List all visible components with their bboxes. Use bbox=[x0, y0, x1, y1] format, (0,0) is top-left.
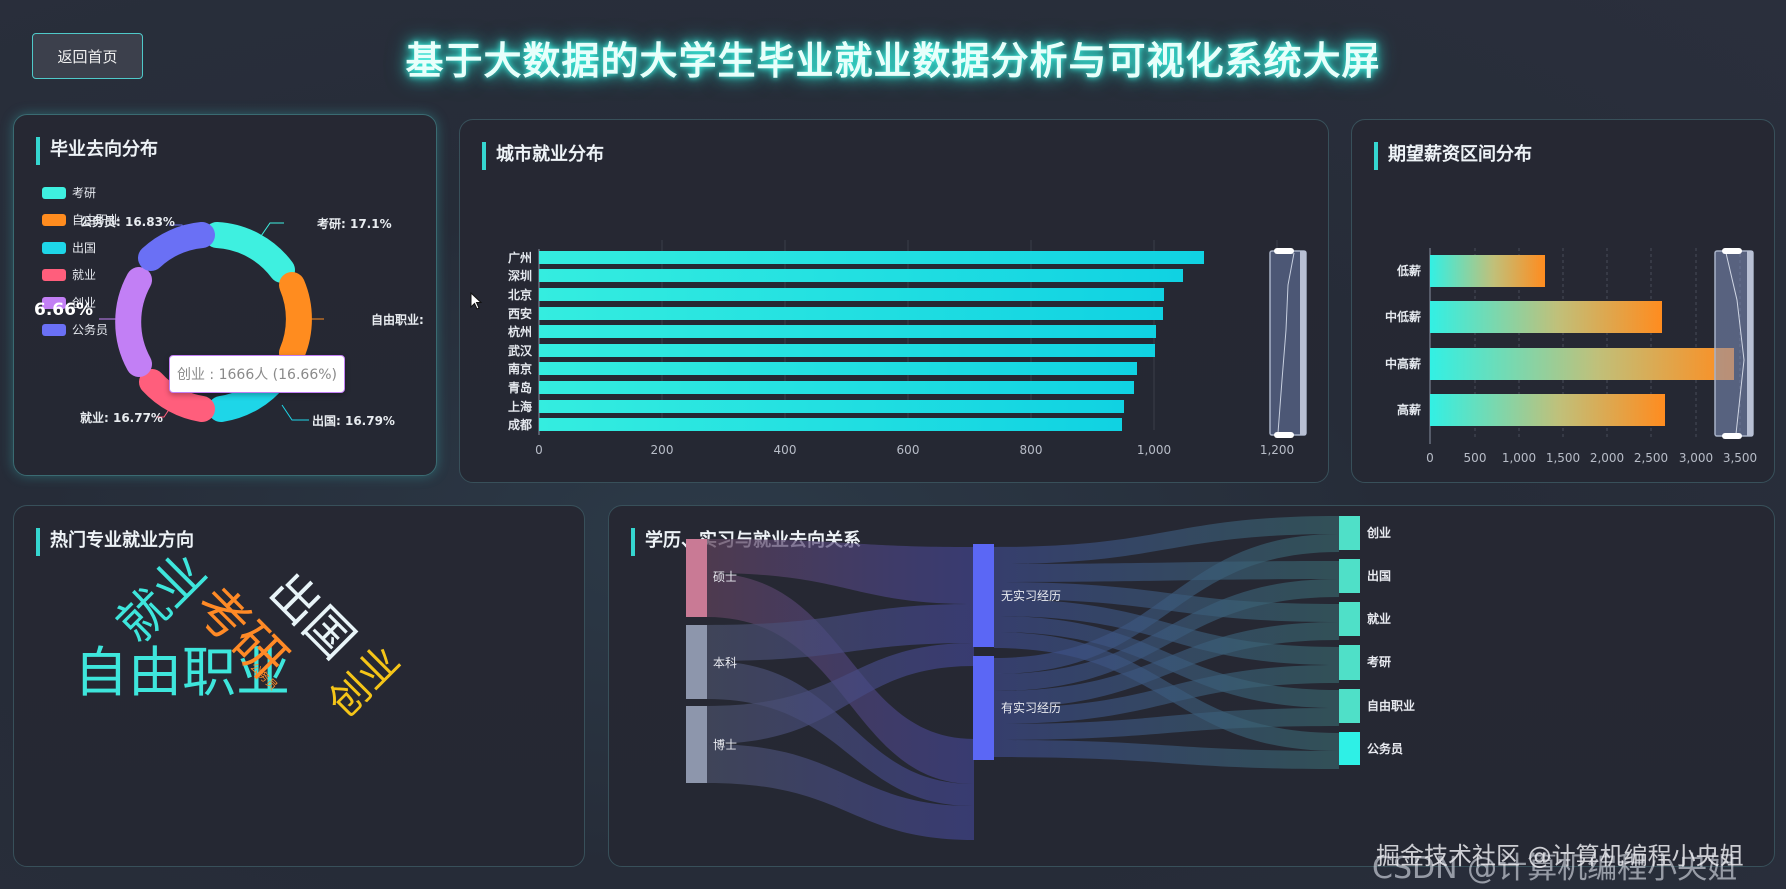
legend-item-chuangye[interactable]: 创业 bbox=[42, 296, 96, 310]
city-datazoom-slider[interactable] bbox=[1269, 248, 1307, 438]
city-bars[interactable] bbox=[539, 251, 1204, 431]
svg-text:中高薪: 中高薪 bbox=[1385, 356, 1421, 371]
svg-text:考研: 考研 bbox=[1367, 654, 1391, 669]
svg-text:1,500: 1,500 bbox=[1546, 451, 1580, 465]
sankey-panel: 学历、实习与就业去向关系 bbox=[608, 505, 1775, 867]
city-bar-chart: 广州 深圳 北京 西安 杭州 武汉 南京 青岛 上海 成都 0 200 400 … bbox=[508, 240, 1307, 457]
legend-item-kaoyan[interactable]: 考研 bbox=[42, 186, 96, 200]
watermark-csdn: CSDN @计算机编程小央姐 bbox=[1372, 851, 1738, 886]
svg-text:出国: 出国 bbox=[1367, 568, 1391, 583]
svg-text:2,500: 2,500 bbox=[1634, 451, 1668, 465]
svg-text:无实习经历: 无实习经历 bbox=[1001, 588, 1061, 603]
legend-item-ziyou[interactable]: 自由职业 bbox=[42, 213, 120, 227]
svg-text:就业: 就业 bbox=[1367, 611, 1391, 626]
destination-panel-title: 毕业去向分布 bbox=[36, 137, 158, 165]
pie-legend: 考研 自由职业 出国 就业 创业 公务员 bbox=[42, 186, 120, 337]
svg-text:中低薪: 中低薪 bbox=[1385, 309, 1421, 324]
sankey-middle-nodes[interactable] bbox=[973, 544, 994, 760]
svg-text:西安: 西安 bbox=[508, 306, 532, 321]
label-jiuye: 就业: 16.77% bbox=[80, 410, 163, 425]
svg-text:广州: 广州 bbox=[508, 250, 532, 265]
svg-text:博士: 博士 bbox=[713, 737, 737, 752]
city-panel: 城市就业分布 bbox=[459, 119, 1329, 483]
legend-item-gongwuyuan[interactable]: 公务员 bbox=[42, 322, 108, 337]
svg-text:200: 200 bbox=[651, 443, 674, 457]
svg-text:公务员: 公务员 bbox=[72, 322, 108, 337]
slice-kaoyan bbox=[204, 222, 295, 283]
label-ziyou: 自由职业: bbox=[371, 312, 424, 327]
svg-text:自由职业: 自由职业 bbox=[72, 213, 120, 227]
svg-text:低薪: 低薪 bbox=[1396, 263, 1421, 278]
svg-text:0: 0 bbox=[535, 443, 543, 457]
svg-text:1,200: 1,200 bbox=[1260, 443, 1294, 457]
sankey-links-level2[interactable] bbox=[994, 516, 1339, 769]
page-title: 基于大数据的大学生毕业就业数据分析与可视化系统大屏 bbox=[405, 39, 1381, 83]
svg-text:成都: 成都 bbox=[508, 417, 532, 432]
svg-text:0: 0 bbox=[1426, 451, 1434, 465]
back-home-button[interactable]: 返回首页 bbox=[32, 33, 143, 79]
svg-text:硕士: 硕士 bbox=[713, 570, 737, 584]
svg-text:有实习经历: 有实习经历 bbox=[1001, 700, 1061, 715]
svg-text:1,000: 1,000 bbox=[1137, 443, 1171, 457]
sankey-links-level1[interactable] bbox=[707, 539, 974, 840]
slider-handle-top-icon bbox=[1722, 248, 1742, 254]
slider-handle-bottom-icon bbox=[1274, 432, 1294, 438]
svg-text:创业: 创业 bbox=[1366, 525, 1391, 540]
label-kaoyan: 考研: 17.1% bbox=[317, 216, 392, 231]
svg-text:就业: 就业 bbox=[72, 268, 96, 282]
legend-item-jiuye[interactable]: 就业 bbox=[42, 268, 96, 282]
sankey-right-nodes[interactable] bbox=[1339, 516, 1360, 765]
major-panel-title: 热门专业就业方向 bbox=[36, 528, 194, 556]
svg-text:出国: 出国 bbox=[72, 241, 96, 255]
svg-text:武汉: 武汉 bbox=[508, 343, 533, 358]
sankey-left-nodes[interactable] bbox=[686, 539, 707, 783]
slice-chuangye bbox=[115, 267, 152, 377]
label-chuangye: 6.66% bbox=[34, 300, 93, 320]
svg-text:400: 400 bbox=[774, 443, 797, 457]
svg-text:高薪: 高薪 bbox=[1397, 402, 1421, 417]
slice-gongwuyuan bbox=[138, 222, 215, 271]
svg-text:北京: 北京 bbox=[508, 287, 532, 302]
svg-text:1,000: 1,000 bbox=[1502, 451, 1536, 465]
slider-handle-bottom-icon bbox=[1722, 433, 1742, 439]
destination-panel: 毕业去向分布 考研 自由职业 出国 就业 创业 公务员 bbox=[13, 114, 437, 476]
svg-text:上海: 上海 bbox=[508, 399, 532, 414]
svg-text:创业: 创业 bbox=[72, 296, 96, 310]
svg-text:3,500: 3,500 bbox=[1723, 451, 1757, 465]
svg-text:深圳: 深圳 bbox=[508, 268, 532, 283]
svg-text:2,000: 2,000 bbox=[1590, 451, 1624, 465]
slice-ziyou bbox=[279, 272, 312, 366]
city-panel-title: 城市就业分布 bbox=[482, 142, 604, 170]
word-ziyouzhiye[interactable]: 自由职业 bbox=[74, 641, 290, 704]
sankey-chart: 硕士 本科 博士 无实习经历 有实习经历 创业 出国 就业 考研 自由职业 bbox=[686, 516, 1415, 840]
wordcloud: 自由职业 就业 考研 出国 创业 公务员 bbox=[14, 506, 586, 868]
salary-bars[interactable] bbox=[1430, 255, 1734, 426]
svg-text:800: 800 bbox=[1020, 443, 1043, 457]
slider-handle-top-icon bbox=[1274, 248, 1294, 254]
pie-tooltip: 创业 : 1666人 (16.66%) bbox=[169, 355, 345, 393]
legend-item-chuguo[interactable]: 出国 bbox=[42, 241, 96, 255]
svg-text:本科: 本科 bbox=[713, 656, 737, 670]
svg-text:南京: 南京 bbox=[508, 361, 532, 376]
svg-text:500: 500 bbox=[1464, 451, 1487, 465]
destination-donut-chart: 考研 自由职业 出国 就业 创业 公务员 考研: 17.1% 自由职业: 出国 bbox=[34, 186, 424, 428]
salary-bar-chart: 低薪 中低薪 中高薪 高薪 0 500 1,000 1,500 2,000 2,… bbox=[1385, 248, 1757, 465]
svg-text:3,000: 3,000 bbox=[1679, 451, 1713, 465]
salary-datazoom-slider[interactable] bbox=[1714, 248, 1754, 439]
label-gongwuyuan: 公务员: 16.83% bbox=[80, 214, 175, 229]
svg-text:青岛: 青岛 bbox=[508, 380, 532, 395]
salary-panel: 期望薪资区间分布 低薪 中低薪 中高薪 高薪 0 500 1,000 bbox=[1351, 119, 1775, 483]
slice-jiuye bbox=[139, 369, 215, 422]
svg-text:公务员: 公务员 bbox=[1367, 741, 1403, 756]
salary-panel-title: 期望薪资区间分布 bbox=[1374, 142, 1532, 170]
svg-text:杭州: 杭州 bbox=[508, 324, 532, 339]
mouse-cursor-icon bbox=[470, 292, 483, 310]
major-panel: 热门专业就业方向 自由职业 就业 考研 出国 创业 公务员 bbox=[13, 505, 585, 867]
label-chuguo: 出国: 16.79% bbox=[312, 413, 395, 428]
svg-text:600: 600 bbox=[897, 443, 920, 457]
watermark-juejin: 掘金技术社区 @计算机编程小央姐 bbox=[1376, 842, 1744, 870]
svg-text:自由职业: 自由职业 bbox=[1367, 698, 1415, 713]
svg-text:考研: 考研 bbox=[72, 186, 96, 200]
